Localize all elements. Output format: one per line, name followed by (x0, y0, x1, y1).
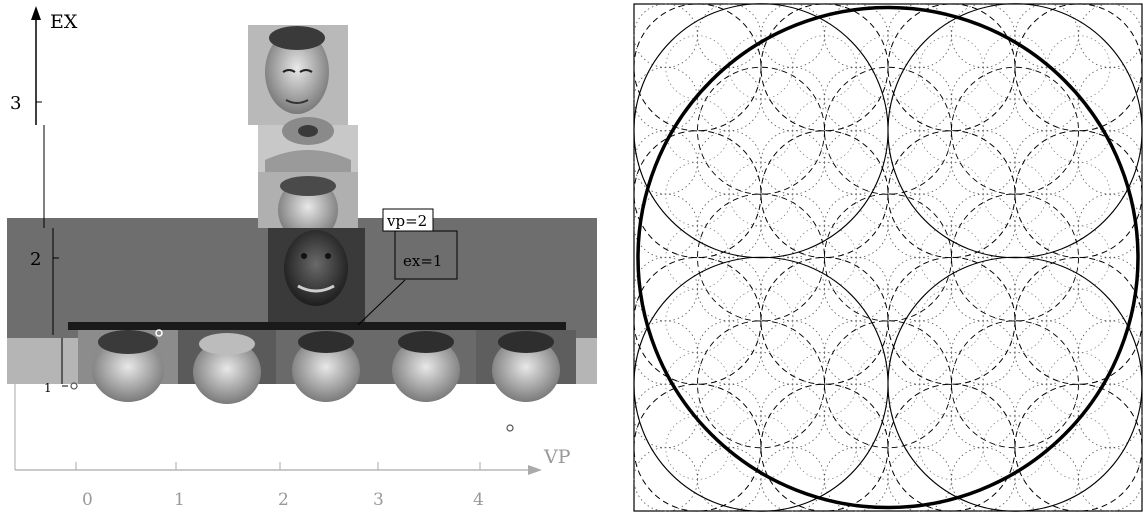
circle-level-3 (760, 3, 889, 132)
circle-level-3-offset (697, 66, 825, 195)
callout-leader (357, 279, 406, 326)
face-row-bottom (78, 330, 576, 404)
face-image-top-2 (258, 117, 358, 172)
face-image-top-1 (248, 25, 348, 125)
callout-line-1: vp=2 (386, 212, 427, 230)
x-tick-1: 1 (174, 490, 185, 510)
circle-level-3 (1014, 256, 1143, 385)
left-figure: EX VP 3 2 1 0 1 2 3 4 vp=2 ex=1 (7, 6, 597, 510)
band-strip (68, 322, 566, 330)
circle-level-3 (1014, 383, 1143, 512)
circle-level-3-offset (824, 193, 952, 322)
face-image-row-4 (376, 330, 476, 402)
circle-level-3-offset (697, 320, 825, 449)
circle-level-3 (633, 3, 762, 132)
x-tick-0: 0 (82, 490, 93, 510)
y-tick-2: 2 (30, 249, 41, 270)
circle-level-1 (636, 5, 1140, 510)
circle-level-3-offset (951, 66, 1079, 195)
vp-axis-arrow (528, 465, 542, 475)
face-image-dark (268, 228, 365, 322)
face-image-row-5 (476, 330, 576, 402)
right-frame (633, 3, 1143, 512)
x-axis-label: VP (543, 446, 571, 468)
circle-level-3-offset (697, 193, 825, 322)
x-tick-2: 2 (278, 490, 289, 510)
circle-level-3 (887, 3, 1016, 132)
y-tick-3: 3 (10, 93, 21, 114)
marker-c (506, 424, 514, 432)
callout-box-2 (394, 230, 458, 280)
face-image-top-3 (258, 172, 358, 242)
right-figure (633, 3, 1143, 512)
circle-level-3 (1014, 3, 1143, 132)
circle-level-3 (633, 256, 762, 385)
circle-level-3 (633, 383, 762, 512)
marker-a (155, 329, 163, 337)
x-tick-3: 3 (373, 490, 384, 510)
circle-level-3 (633, 130, 762, 259)
circle-level-4-offset (1046, 415, 1111, 480)
face-image-row-3 (276, 330, 376, 402)
circle-level-3 (760, 256, 889, 385)
face-image-row-1 (78, 330, 178, 402)
circle-level-3 (760, 383, 889, 512)
y-axis-label: EX (50, 11, 78, 33)
ex-axis-arrow (31, 6, 41, 20)
circle-level-2 (887, 256, 1143, 512)
x-tick-4: 4 (473, 490, 484, 510)
marker-b (70, 382, 78, 390)
circle-level-3-offset (824, 66, 952, 195)
circle-level-3 (760, 130, 889, 259)
circle-level-3-offset (951, 193, 1079, 322)
callout-line-2: ex=1 (403, 252, 442, 270)
circle-level-3 (1014, 130, 1143, 259)
circle-level-3 (887, 256, 1016, 385)
y-tick-1: 1 (44, 381, 52, 395)
circle-level-3 (887, 383, 1016, 512)
circle-level-3-offset (951, 320, 1079, 449)
circle-level-3 (887, 130, 1016, 259)
circle-level-3-offset (824, 320, 952, 449)
face-image-row-2 (178, 330, 276, 404)
